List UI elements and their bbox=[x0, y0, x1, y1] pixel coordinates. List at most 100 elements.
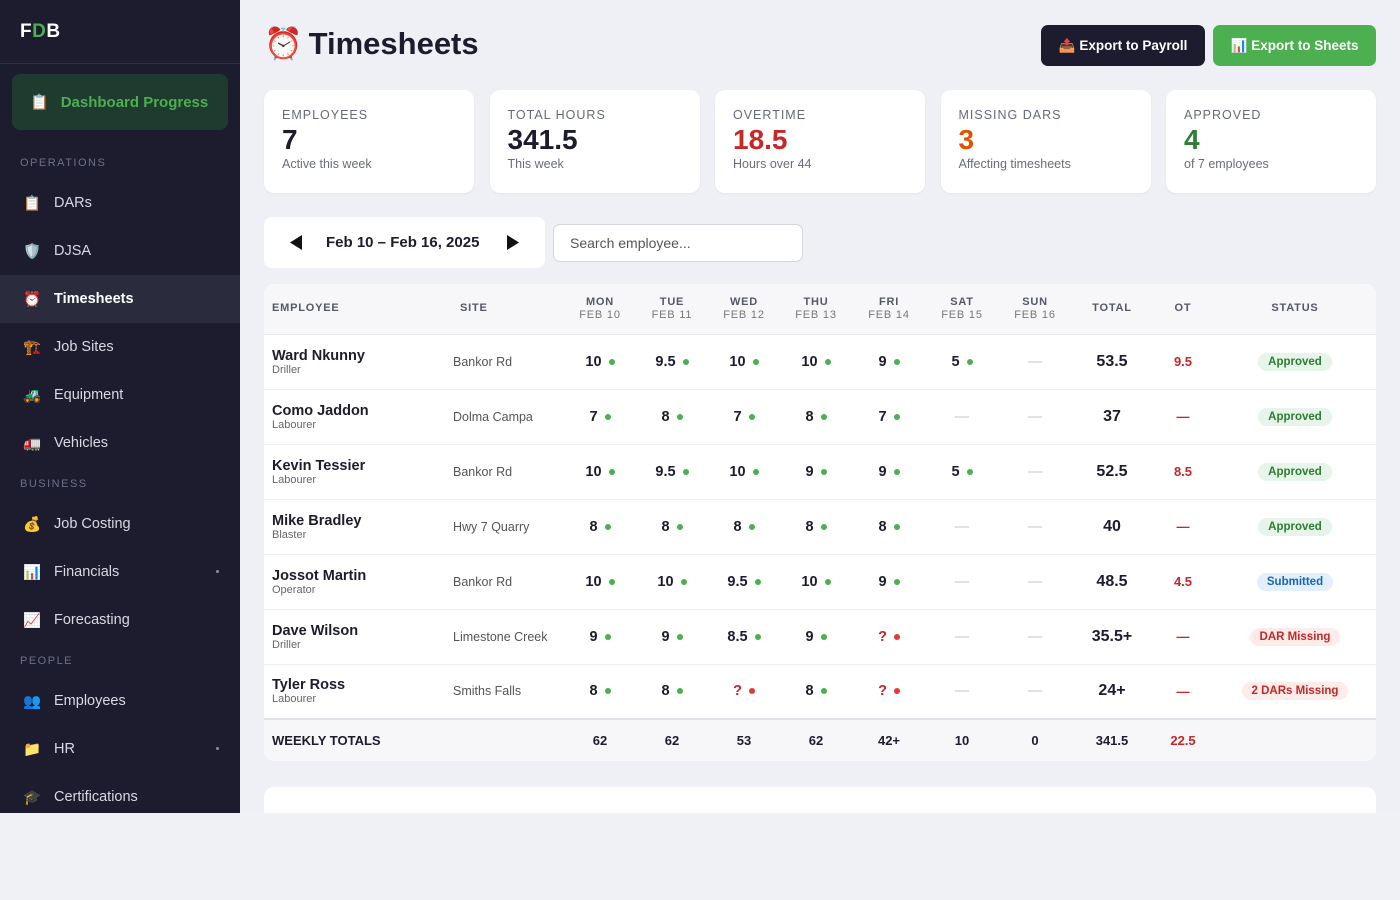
next-week[interactable] bbox=[507, 235, 519, 250]
nav-item[interactable]: 📊 Financials bbox=[0, 548, 240, 596]
day-cell: ? bbox=[852, 609, 926, 665]
stat-value: 3 bbox=[958, 124, 975, 155]
status-cell: Approved bbox=[1214, 334, 1376, 390]
column-header: OT bbox=[1152, 284, 1214, 335]
nav-label: Job Costing bbox=[54, 516, 131, 532]
button-icon: 📤 bbox=[1058, 37, 1076, 53]
employee-row[interactable]: Ward Nkunny Driller Bankor Rd 10 9.5 10 10 9 5—5… bbox=[264, 334, 1376, 390]
section-title: OPERATIONS bbox=[20, 157, 107, 169]
stat-label: TOTAL HOURS bbox=[507, 108, 606, 122]
day-cell: 10 bbox=[708, 444, 780, 500]
day-cell: 10 bbox=[708, 334, 780, 390]
nav-icon: 📊 bbox=[22, 564, 42, 581]
day-cell: 5 bbox=[926, 334, 998, 390]
nav-icon: 📁 bbox=[22, 741, 42, 758]
nav-item[interactable]: 💰 Job Costing bbox=[0, 500, 240, 548]
employee-row[interactable]: Jossot Martin Operator Bankor Rd 10 10 9.5 10 9… bbox=[264, 554, 1376, 610]
nav-item[interactable]: 📈 Forecasting bbox=[0, 596, 240, 644]
column-header: TOTAL bbox=[1072, 284, 1152, 335]
nav-item[interactable]: 📁 HR bbox=[0, 725, 240, 773]
hours: 9.5 bbox=[655, 353, 676, 370]
day-cell: 7 bbox=[708, 389, 780, 445]
nav-icon: 🏗️ bbox=[22, 339, 42, 356]
status-dot bbox=[893, 413, 900, 420]
day-cell: 9.5 bbox=[636, 444, 708, 500]
column-label: FRI bbox=[878, 295, 900, 308]
status-cell: Approved bbox=[1214, 389, 1376, 445]
status-dot bbox=[748, 688, 755, 695]
stat-card: APPROVED 4 of 7 employees bbox=[1166, 90, 1376, 193]
day-cell: 8 bbox=[636, 389, 708, 445]
status-dot bbox=[820, 633, 827, 640]
day-total: 53 bbox=[708, 718, 780, 761]
hours: 9 bbox=[805, 628, 814, 645]
hours: 9 bbox=[805, 463, 814, 480]
status-dot bbox=[676, 413, 683, 420]
hours: 9 bbox=[878, 573, 887, 590]
day-total: 62 bbox=[564, 718, 636, 761]
hours: — bbox=[1027, 353, 1043, 370]
day-cell: — bbox=[998, 444, 1072, 500]
day-cell: 10 bbox=[636, 554, 708, 610]
stat-card: OVERTIME 18.5 Hours over 44 bbox=[715, 90, 925, 193]
employee-role: Labourer bbox=[272, 418, 317, 431]
column-date: FEB 15 bbox=[941, 308, 983, 321]
column-label: TOTAL bbox=[1092, 302, 1132, 315]
status-dot bbox=[893, 358, 900, 365]
day-cell: — bbox=[998, 334, 1072, 390]
hours: 10 bbox=[729, 463, 746, 480]
nav-item[interactable]: 📋 DARs bbox=[0, 179, 240, 227]
total: 52.5 bbox=[1072, 444, 1152, 500]
hours: 9.5 bbox=[727, 573, 748, 590]
employee-role: Labourer bbox=[272, 473, 317, 486]
hours: 10 bbox=[585, 573, 602, 590]
nav-item[interactable]: 🛡️ DJSA bbox=[0, 227, 240, 275]
sidebar: FDB 📋 Dashboard Progress OPERATIONS 📋 DARs… bbox=[0, 0, 240, 813]
blank bbox=[1214, 718, 1376, 761]
export-button[interactable]: 📊 Export to Sheets bbox=[1213, 25, 1376, 66]
brand-letter: D bbox=[32, 21, 47, 42]
employee-row[interactable]: Tyler Ross Labourer Smiths Falls 8 8? 8? — —24+… bbox=[264, 664, 1376, 720]
status-dot bbox=[608, 468, 615, 475]
status-dot bbox=[676, 688, 683, 695]
hours: 10 bbox=[801, 353, 818, 370]
nav-item[interactable]: 👥 Employees bbox=[0, 677, 240, 725]
nav-item[interactable]: 🚛 Vehicles bbox=[0, 419, 240, 467]
overtime: — bbox=[1152, 664, 1214, 720]
site: Limestone Creek bbox=[452, 609, 564, 665]
status-cell: Approved bbox=[1214, 444, 1376, 500]
stat-value: 18.5 bbox=[733, 124, 788, 155]
hours: 8 bbox=[805, 683, 814, 700]
prev-week[interactable] bbox=[290, 235, 302, 250]
dashboard-progress-button[interactable]: 📋 Dashboard Progress bbox=[12, 74, 228, 130]
day-cell: — bbox=[926, 499, 998, 555]
day-cell: — bbox=[998, 554, 1072, 610]
column-label: THU bbox=[803, 295, 829, 308]
hours: — bbox=[954, 408, 970, 425]
hours: 8 bbox=[661, 408, 670, 425]
status-dot bbox=[748, 413, 755, 420]
nav-item[interactable]: 🎓 Certifications bbox=[0, 773, 240, 813]
status-dot bbox=[604, 688, 611, 695]
nav-label: Equipment bbox=[54, 387, 124, 403]
employee-row[interactable]: Mike Bradley Blaster Hwy 7 Quarry 8 8 8 8 8— —40… bbox=[264, 499, 1376, 555]
status-dot bbox=[604, 523, 611, 530]
hours: 8 bbox=[661, 683, 670, 700]
nav-item[interactable]: ⏰ Timesheets bbox=[0, 275, 240, 323]
search-input[interactable] bbox=[553, 224, 803, 262]
button-label: Export to Payroll bbox=[1079, 38, 1188, 53]
nav-item[interactable]: 🏗️ Job Sites bbox=[0, 323, 240, 371]
employee-row[interactable]: Kevin Tessier Labourer Bankor Rd 10 9.5 10 9 9 5… bbox=[264, 444, 1376, 500]
totals-row: WEEKLY TOTALS 62 62 53 62 42+ 10 0 341.5 22.5 bbox=[264, 718, 1376, 761]
status-dot bbox=[676, 633, 683, 640]
hours: 10 bbox=[585, 353, 602, 370]
export-button[interactable]: 📤 Export to Payroll bbox=[1041, 25, 1205, 66]
employee-row[interactable]: Como Jaddon Labourer Dolma Campa 7 8 7 8 7— —37—… bbox=[264, 389, 1376, 445]
employee-name: Tyler Ross bbox=[272, 677, 346, 694]
employee-row[interactable]: Dave Wilson Driller Limestone Creek 9 9 8.5 9?… bbox=[264, 609, 1376, 665]
stat-note: Hours over 44 bbox=[733, 157, 812, 171]
hours: — bbox=[954, 573, 970, 590]
column-header: SAT FEB 15 bbox=[926, 284, 998, 335]
day-cell: — bbox=[926, 609, 998, 665]
nav-item[interactable]: 🚜 Equipment bbox=[0, 371, 240, 419]
